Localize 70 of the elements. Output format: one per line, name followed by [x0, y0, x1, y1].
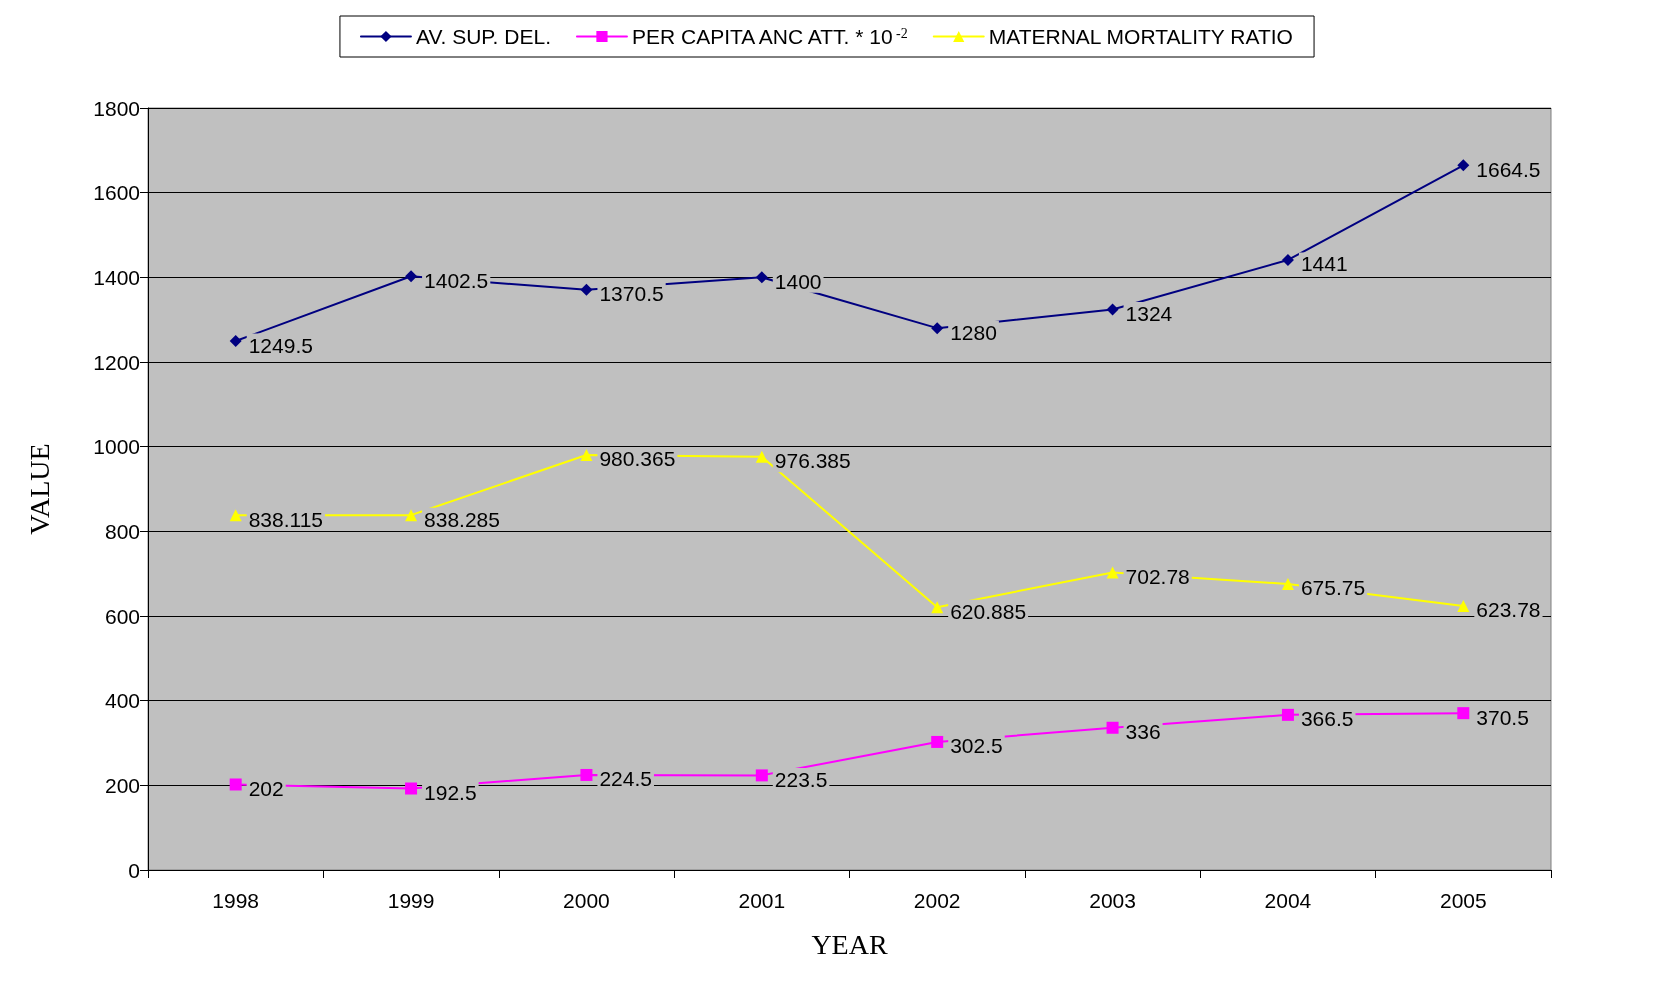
y-tick-label: 1400	[93, 265, 140, 289]
y-tick-label: 800	[104, 519, 140, 543]
point	[1281, 577, 1294, 590]
data-label: 1441	[1300, 252, 1348, 276]
y-tick-label: 1600	[93, 181, 140, 205]
data-label: 336	[1125, 720, 1161, 744]
legend-label: AV. SUP. DEL.	[415, 25, 551, 48]
data-label: 1249.5	[248, 333, 313, 357]
point	[405, 270, 418, 283]
data-label: 1324	[1125, 302, 1173, 326]
data-label: 620.885	[950, 599, 1027, 623]
y-tick-label: 200	[104, 773, 140, 797]
data-label: 192.5	[424, 781, 477, 805]
point	[1457, 599, 1470, 612]
data-label: 980.365	[599, 447, 676, 471]
point	[1281, 253, 1294, 266]
data-label: 838.285	[424, 507, 500, 531]
point	[1457, 159, 1470, 172]
point	[1281, 708, 1294, 721]
point	[1106, 303, 1119, 316]
point	[405, 509, 418, 522]
data-label: 1370.5	[599, 282, 664, 306]
x-tick-label: 2005	[1439, 889, 1487, 912]
data-label: 302.5	[950, 734, 1003, 758]
data-label: 1400	[774, 269, 822, 293]
point	[755, 450, 768, 463]
x-axis-title: YEAR	[811, 928, 888, 960]
data-label: 370.5	[1476, 705, 1529, 729]
point	[931, 322, 944, 335]
y-tick-label: 0	[128, 858, 140, 882]
x-tick-label: 2003	[1089, 889, 1136, 912]
point	[1106, 721, 1119, 734]
point	[580, 448, 593, 461]
point	[755, 271, 768, 284]
point	[580, 768, 593, 781]
y-tick-label: 400	[104, 689, 140, 713]
data-label: 702.78	[1125, 564, 1190, 588]
x-tick-label: 2004	[1264, 889, 1312, 912]
point	[1106, 566, 1119, 579]
data-label: 1664.5	[1476, 157, 1541, 181]
x-tick-label: 2002	[913, 889, 961, 912]
data-label: 675.75	[1300, 576, 1366, 600]
data-label: 366.5	[1300, 707, 1354, 731]
data-label: 1402.5	[424, 268, 489, 292]
data-label: 838.115	[248, 507, 324, 531]
data-label: 623.78	[1476, 598, 1541, 622]
data-label: 224.5	[599, 767, 652, 791]
point	[1457, 707, 1470, 720]
data-label: 1280	[950, 320, 997, 344]
x-tick-label: 2000	[563, 889, 610, 912]
point	[229, 335, 242, 348]
x-tick-label: 1998	[212, 889, 260, 912]
y-tick-label: 1200	[93, 350, 140, 374]
x-tick-label: 1999	[387, 889, 435, 912]
y-tick-label: 1000	[93, 435, 140, 459]
point	[229, 778, 242, 791]
y-tick-label: 1800	[93, 96, 140, 120]
y-axis-title: VALUE	[23, 443, 55, 535]
data-label: 976.385	[774, 449, 851, 473]
point	[580, 283, 593, 296]
x-tick-label: 2001	[738, 889, 786, 912]
point	[755, 769, 768, 782]
data-label: 202	[248, 776, 284, 800]
y-tick-label: 600	[104, 604, 140, 628]
data-label: 223.5	[774, 767, 828, 791]
legend-label: MATERNAL MORTALITY RATIO	[988, 25, 1293, 48]
point	[229, 509, 242, 522]
point	[931, 735, 944, 748]
point	[405, 782, 418, 795]
point	[931, 601, 944, 614]
